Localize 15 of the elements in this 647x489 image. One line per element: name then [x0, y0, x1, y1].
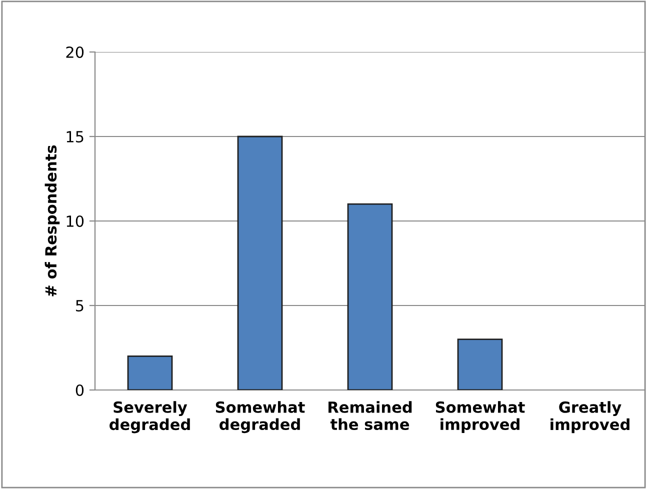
bar — [457, 338, 503, 390]
bar — [237, 136, 283, 390]
y-tick-label: 20 — [66, 46, 84, 58]
y-tick-label: 15 — [66, 131, 84, 143]
y-tick-label: 0 — [76, 384, 84, 396]
bar — [347, 203, 393, 390]
x-tick-label: Severely degraded — [110, 401, 190, 434]
x-tick-label: Somewhat degraded — [216, 401, 305, 434]
x-tick-label: Greatly improved — [550, 401, 630, 434]
y-axis-title: # of Respondents — [44, 145, 60, 296]
bar — [127, 356, 173, 390]
y-tick-label: 5 — [76, 300, 84, 312]
x-tick-label: Somewhat improved — [436, 401, 525, 434]
y-tick-label: 10 — [66, 215, 84, 228]
x-tick-label: Remained the same — [328, 401, 412, 430]
